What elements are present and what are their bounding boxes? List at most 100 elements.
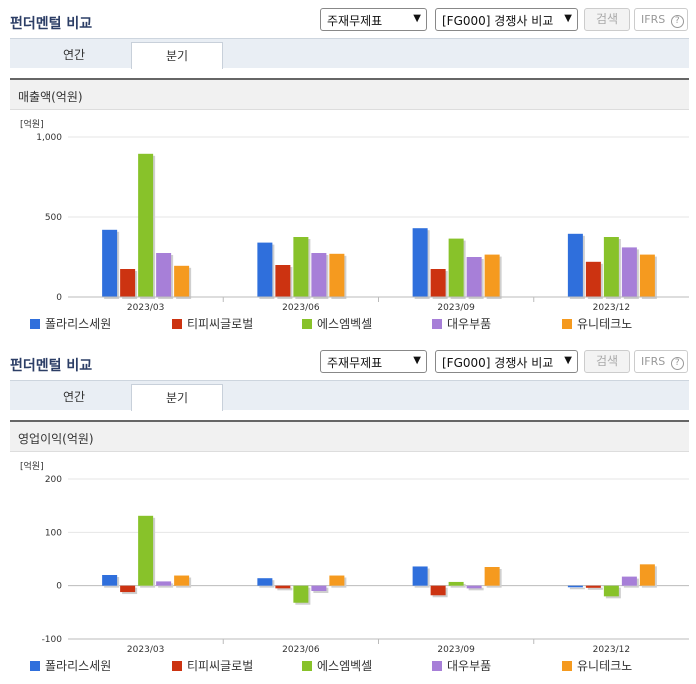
comparison-section-2: 펀더멘털 비교 주재무제표 ▼ [FG000] 경쟁사 비교 ▼ 검색 IFRS… [0, 342, 696, 684]
bar-shadow [468, 587, 484, 591]
bar [329, 575, 345, 586]
period-tabs: 연간 분기 [10, 38, 689, 69]
search-button[interactable]: 검색 [584, 350, 630, 373]
legend-item[interactable]: 티피씨글로벌 [172, 315, 253, 332]
bar [138, 515, 154, 586]
bar [311, 253, 327, 297]
y-axis-unit: [억원] [20, 460, 44, 472]
bar [257, 578, 273, 586]
legend-item[interactable]: 에스엠벡셀 [302, 315, 372, 332]
bar [412, 566, 428, 586]
bar [275, 585, 291, 589]
bar [448, 238, 464, 297]
bar [466, 585, 482, 589]
legend-swatch [302, 319, 312, 329]
x-tick-label: 2023/06 [282, 645, 320, 654]
bar [329, 253, 345, 297]
bar [466, 257, 482, 297]
bar [120, 269, 136, 297]
comparison-section-1: 펀더멘털 비교 주재무제표 ▼ [FG000] 경쟁사 비교 ▼ 검색 IFRS… [0, 0, 696, 336]
legend-swatch [172, 661, 182, 671]
chart-title: 영업이익(억원) [10, 422, 689, 452]
tab-annual[interactable]: 연간 [62, 48, 86, 62]
operating-profit-chart: [억원] -100 0 100 200 2023/03 2023/06 2023/09 2023… [20, 460, 689, 654]
legend-label: 대우부품 [447, 659, 492, 673]
x-tick-label: 2023/09 [437, 303, 475, 312]
legend-label: 유니테크노 [577, 317, 633, 331]
chart-title: 매출액(억원) [10, 80, 689, 110]
legend-item[interactable]: 대우부품 [432, 657, 491, 674]
bar [120, 585, 136, 593]
chart-panel: 매출액(억원) [억원] 0 500 1,000 2023/03 2023/06 2023/… [10, 78, 689, 336]
bar [102, 229, 118, 297]
x-tick-label: 2023/03 [127, 645, 164, 654]
bar [603, 585, 619, 597]
bar [293, 585, 309, 603]
ifrs-help-button[interactable]: IFRS ? [634, 8, 688, 31]
legend-label: 폴라리스세원 [45, 317, 112, 331]
help-icon: ? [670, 15, 684, 28]
peer-select[interactable]: [FG000] 경쟁사 비교 ▼ [435, 350, 578, 373]
bar [639, 254, 655, 297]
bar [430, 585, 446, 596]
legend-swatch [432, 661, 442, 671]
section-header: 펀더멘털 비교 주재무제표 ▼ [FG000] 경쟁사 비교 ▼ 검색 IFRS… [0, 0, 696, 38]
legend-swatch [30, 661, 40, 671]
section-title: 펀더멘털 비교 [10, 16, 93, 32]
bar [102, 575, 118, 586]
tab-quarterly[interactable]: 분기 [131, 384, 223, 411]
section-title: 펀더멘털 비교 [10, 358, 93, 374]
legend-label: 대우부품 [447, 317, 492, 331]
bar [484, 567, 500, 586]
chevron-down-icon: ▼ [413, 13, 421, 24]
legend-item[interactable]: 유니테크노 [562, 315, 632, 332]
x-tick-label: 2023/06 [282, 303, 320, 312]
bar [156, 581, 172, 586]
legend-swatch [562, 661, 572, 671]
legend-item[interactable]: 폴라리스세원 [30, 315, 111, 332]
chart-legend: 폴라리스세원 티피씨글로벌 에스엠벡셀 대우부품 유니테크노 [30, 657, 680, 673]
chevron-down-icon: ▼ [564, 355, 572, 366]
tab-annual[interactable]: 연간 [62, 390, 86, 404]
y-tick-label: 0 [56, 582, 62, 592]
legend-item[interactable]: 티피씨글로벌 [172, 657, 253, 674]
bar [311, 585, 327, 591]
legend-swatch [562, 319, 572, 329]
bar [567, 233, 583, 297]
legend-item[interactable]: 에스엠벡셀 [302, 657, 372, 674]
bar [174, 575, 190, 586]
section-header: 펀더멘털 비교 주재무제표 ▼ [FG000] 경쟁사 비교 ▼ 검색 IFRS… [0, 342, 696, 380]
bar [257, 242, 273, 297]
chart-panel: 영업이익(억원) [억원] -100 0 100 200 2023/03 2023/06 20… [10, 420, 689, 682]
legend-label: 유니테크노 [577, 659, 633, 673]
bar [639, 564, 655, 586]
period-tabs: 연간 분기 [10, 380, 689, 411]
legend-label: 티피씨글로벌 [187, 659, 254, 673]
y-tick-label: 100 [45, 528, 62, 538]
legend-label: 에스엠벡셀 [317, 659, 373, 673]
bar [585, 585, 601, 588]
tab-quarterly[interactable]: 분기 [131, 42, 223, 69]
statement-select[interactable]: 주재무제표 ▼ [320, 350, 427, 373]
legend-item[interactable]: 대우부품 [432, 315, 491, 332]
search-button[interactable]: 검색 [584, 8, 630, 31]
bar [156, 253, 172, 297]
legend-item[interactable]: 유니테크노 [562, 657, 632, 674]
bar [585, 261, 601, 297]
bar [174, 265, 190, 297]
statement-select[interactable]: 주재무제표 ▼ [320, 8, 427, 31]
ifrs-label: IFRS [641, 13, 666, 26]
legend-item[interactable]: 폴라리스세원 [30, 657, 111, 674]
y-tick-label: -100 [42, 635, 63, 645]
legend-swatch [172, 319, 182, 329]
peer-select[interactable]: [FG000] 경쟁사 비교 ▼ [435, 8, 578, 31]
legend-label: 에스엠벡셀 [317, 317, 373, 331]
chevron-down-icon: ▼ [564, 13, 572, 24]
bar-shadow [569, 587, 585, 590]
chart-legend: 폴라리스세원 티피씨글로벌 에스엠벡셀 대우부품 유니테크노 [30, 315, 680, 331]
ifrs-help-button[interactable]: IFRS ? [634, 350, 688, 373]
y-tick-label: 200 [45, 475, 62, 485]
bar [603, 237, 619, 297]
bar [621, 247, 637, 297]
bar-shadow [277, 587, 293, 591]
